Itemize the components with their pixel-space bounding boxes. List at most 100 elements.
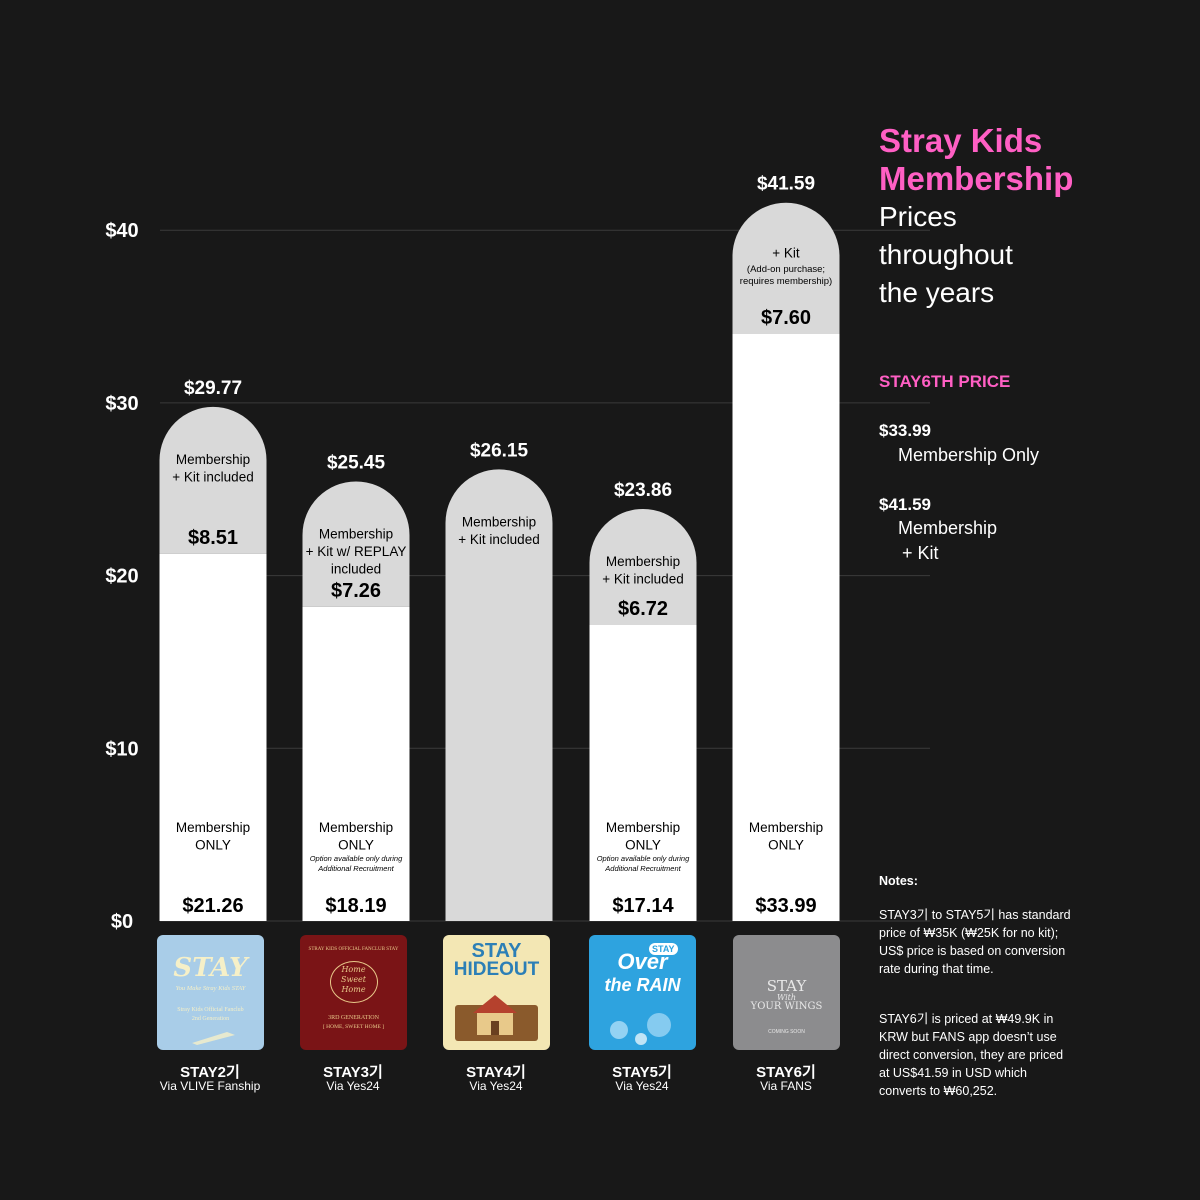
kit-desc-text: + Kit included bbox=[602, 571, 683, 586]
stay5-via-label: Via Yes24 bbox=[615, 1079, 669, 1093]
stay4-gen-label: STAY4기 bbox=[466, 1064, 526, 1081]
membership-note-text: Additional Recruitment bbox=[317, 864, 394, 873]
stay4-cover-line2: HIDEOUT bbox=[453, 959, 540, 980]
stay5-cover-line2: STAY bbox=[649, 943, 678, 955]
stay3-cover-script2: Sweet bbox=[340, 975, 366, 984]
stay3-gen-label: STAY3기 bbox=[323, 1064, 383, 1081]
y-tick-label: $0 bbox=[111, 911, 133, 933]
stay4-cover-image: STAY HIDEOUT bbox=[443, 935, 550, 1050]
stay3-cover-line1: 3RD GENERATION bbox=[328, 1015, 379, 1021]
stay6-gen-label: STAY6기 bbox=[756, 1064, 816, 1081]
y-tick-label: $20 bbox=[105, 566, 138, 588]
membership-price-label: $17.14 bbox=[612, 895, 674, 917]
stay6-cover-image: STAY With YOUR WINGS COMING SOON bbox=[733, 935, 840, 1050]
kit-price-label: $8.51 bbox=[188, 527, 238, 549]
stay2-cover-title: STAY bbox=[173, 953, 248, 983]
title-line1: Stray Kids bbox=[879, 122, 1043, 159]
stay3-cover-arc-text: STRAY KIDS OFFICIAL FANCLUB STAY bbox=[308, 947, 399, 952]
stay4-via-label: Via Yes24 bbox=[469, 1079, 523, 1093]
kit-segment bbox=[732, 202, 840, 334]
stay2-via-label: Via VLIVE Fanship bbox=[159, 1079, 261, 1093]
stay6-via-label: Via FANS bbox=[760, 1079, 812, 1093]
stay2-cover-tagline: You Make Stray Kids STAY bbox=[175, 985, 246, 992]
stay3-cover-emblem bbox=[330, 961, 378, 1003]
side-title: Stray Kids Membership Prices throughout … bbox=[879, 122, 1073, 312]
stay6-price2-desc-line1: Membership bbox=[898, 518, 998, 538]
membership-desc-text: Membership bbox=[606, 820, 680, 835]
stay6-cover-line2: With bbox=[776, 993, 796, 1002]
kit-price-label: $6.72 bbox=[618, 598, 668, 620]
total-price-label: $29.77 bbox=[184, 378, 242, 399]
kit-segment bbox=[159, 406, 267, 554]
membership-price-label: $18.19 bbox=[325, 895, 386, 917]
kit-segment bbox=[302, 481, 410, 607]
membership-desc-text: ONLY bbox=[625, 838, 661, 853]
membership-price-label: $21.26 bbox=[182, 895, 243, 917]
membership-segment bbox=[589, 624, 697, 921]
membership-note-text: Option available only during bbox=[310, 854, 403, 863]
stay4-cover-house-icon bbox=[455, 995, 538, 1041]
membership-desc-text: Membership bbox=[176, 820, 250, 835]
stay4-cover-line1: STAY bbox=[471, 940, 522, 962]
stay2-cover-line2: Stray Kids Official Fanclub bbox=[177, 1007, 244, 1013]
stay3-via-label: Via Yes24 bbox=[326, 1079, 380, 1093]
stay2-cover-plane-icon bbox=[192, 1032, 235, 1045]
total-price-label: $25.45 bbox=[327, 452, 386, 473]
stay6-cover-line4: COMING SOON bbox=[768, 1029, 805, 1035]
membership-desc-text: ONLY bbox=[338, 838, 374, 853]
membership-segment bbox=[732, 333, 840, 922]
notes-paragraph-1: STAY3기 to STAY5기 has standard price of ₩… bbox=[879, 908, 1071, 976]
kit-desc-text: Membership bbox=[319, 526, 393, 541]
membership-note-text: Option available only during bbox=[597, 854, 690, 863]
membership-segment bbox=[159, 553, 267, 921]
kit-segment bbox=[589, 508, 697, 625]
stay6-price-heading: STAY6TH PRICE bbox=[879, 372, 1011, 391]
y-tick-label: $40 bbox=[105, 220, 138, 242]
total-price-label: $23.86 bbox=[614, 480, 672, 501]
kit-segment bbox=[445, 469, 553, 921]
stay6-cover-line1: STAY bbox=[766, 977, 807, 995]
stay6-price1-desc: Membership Only bbox=[898, 445, 1040, 465]
kit-desc-text: Membership bbox=[606, 554, 680, 569]
membership-note-text: Additional Recruitment bbox=[604, 864, 681, 873]
stay3-cover-script3: Home bbox=[341, 985, 366, 994]
kit-desc-text: + Kit w/ REPLAY bbox=[306, 544, 407, 559]
membership-desc-text: ONLY bbox=[768, 838, 804, 853]
stay3-cover-line2: [ HOME, SWEET HOME ] bbox=[322, 1024, 385, 1030]
stay6-price2-desc-line2: + Kit bbox=[902, 543, 939, 563]
notes-paragraph-2: STAY6기 is priced at ₩49.9K in KRW but FA… bbox=[879, 1012, 1064, 1098]
membership-segment bbox=[302, 606, 410, 921]
stay6-price2-value: $41.59 bbox=[879, 495, 931, 514]
stay5-cover-line3: the RAIN bbox=[604, 975, 681, 995]
stay5-gen-label: STAY5기 bbox=[612, 1064, 672, 1081]
title-line2: Membership bbox=[879, 160, 1074, 197]
kit-price-label: $7.60 bbox=[761, 307, 811, 329]
stay6-cover-line3: YOUR WINGS bbox=[750, 1001, 823, 1012]
kit-desc-text: + Kit included bbox=[172, 469, 253, 484]
stay2-cover-image: STAY You Make Stray Kids STAY Stray Kids… bbox=[157, 935, 264, 1050]
kit-price-label: $7.26 bbox=[331, 580, 381, 602]
membership-desc-text: Membership bbox=[749, 820, 823, 835]
stay6-price1-value: $33.99 bbox=[879, 421, 931, 440]
total-price-label: $41.59 bbox=[757, 174, 815, 195]
stay3-cover-script1: Home bbox=[341, 965, 366, 974]
kit-desc-text: Membership bbox=[176, 452, 250, 467]
kit-desc-text: + Kit bbox=[772, 246, 800, 261]
stay5-cover-drops-icon bbox=[610, 1013, 671, 1045]
subtitle-line2: throughout bbox=[879, 239, 1013, 270]
kit-note-text: requires membership) bbox=[740, 276, 832, 287]
subtitle-line1: Prices bbox=[879, 201, 957, 232]
subtitle-line3: the years bbox=[879, 277, 995, 308]
stay2-gen-label: STAY2기 bbox=[180, 1064, 240, 1081]
stay3-cover-image: STRAY KIDS OFFICIAL FANCLUB STAY Home Sw… bbox=[300, 935, 407, 1050]
stay2-cover-line3: 2nd Generation bbox=[191, 1016, 230, 1022]
stay5-cover-image: Over STAY the RAIN bbox=[589, 935, 696, 1050]
membership-price-label: $33.99 bbox=[755, 895, 816, 917]
y-tick-label: $10 bbox=[105, 738, 138, 760]
kit-note-text: (Add-on purchase; bbox=[747, 264, 825, 275]
kit-desc-text: Membership bbox=[462, 514, 536, 529]
membership-desc-text: Membership bbox=[319, 820, 393, 835]
y-tick-label: $30 bbox=[105, 393, 138, 415]
